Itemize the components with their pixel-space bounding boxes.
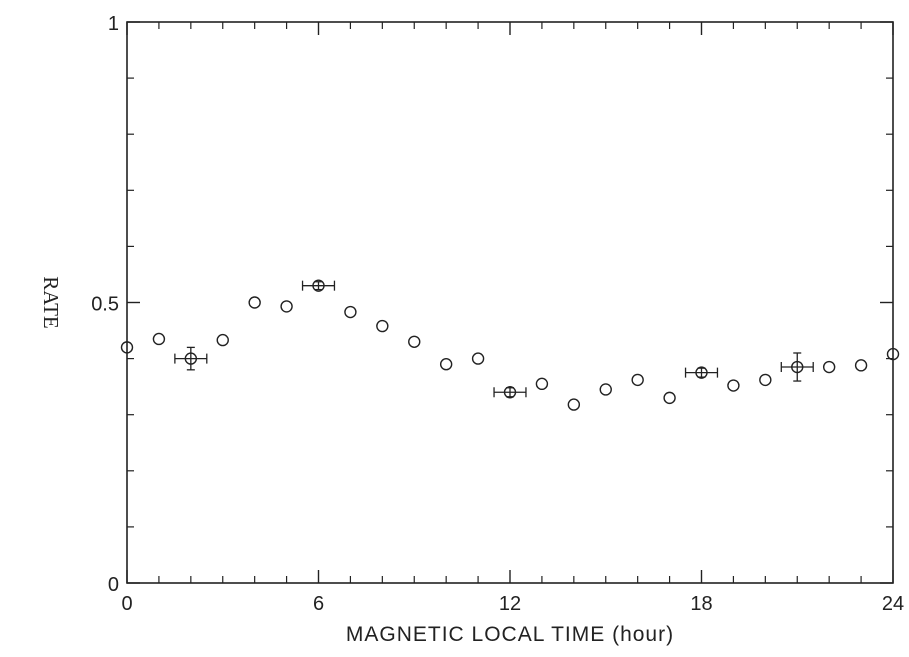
data-point xyxy=(886,347,900,361)
x-tick-label: 0 xyxy=(121,593,132,615)
data-point xyxy=(439,358,453,371)
data-point xyxy=(120,341,134,354)
y-axis-title: RATE xyxy=(39,276,63,329)
x-tick-label: 18 xyxy=(690,593,712,615)
data-point xyxy=(248,296,261,309)
data-point xyxy=(376,319,389,333)
x-tick-label: 24 xyxy=(882,593,904,615)
data-point xyxy=(759,373,772,387)
data-point xyxy=(727,379,740,392)
x-tick-label: 12 xyxy=(499,593,521,615)
error-bars xyxy=(174,280,814,398)
data-point xyxy=(503,386,517,399)
data-point xyxy=(791,360,804,374)
y-tick-label: 1 xyxy=(108,13,119,35)
data-point xyxy=(216,333,229,347)
data-point xyxy=(471,352,485,365)
data-point xyxy=(344,305,357,319)
data-point xyxy=(184,352,198,365)
y-tick-label: 0.5 xyxy=(91,294,119,316)
data-point xyxy=(152,332,166,346)
y-tick-labels: 00.51 xyxy=(91,13,119,596)
data-point xyxy=(408,335,421,348)
x-tick-labels: 0 6 12 18 24 xyxy=(121,593,904,615)
x-tick-label: 6 xyxy=(313,593,324,615)
data-points xyxy=(120,279,900,411)
data-point xyxy=(695,366,708,379)
plot-frame xyxy=(126,21,894,584)
x-axis-title: MAGNETIC LOCAL TIME (hour) xyxy=(346,623,674,646)
data-point xyxy=(854,359,868,372)
major-ticks xyxy=(126,21,894,584)
data-point xyxy=(535,377,549,391)
data-point xyxy=(631,373,644,387)
data-point xyxy=(280,300,293,313)
data-point xyxy=(663,391,676,405)
data-point xyxy=(567,398,581,411)
data-point xyxy=(599,383,612,396)
minor-ticks xyxy=(127,22,893,583)
data-point xyxy=(312,279,325,292)
data-point xyxy=(822,360,836,374)
y-tick-label: 0 xyxy=(108,574,119,596)
